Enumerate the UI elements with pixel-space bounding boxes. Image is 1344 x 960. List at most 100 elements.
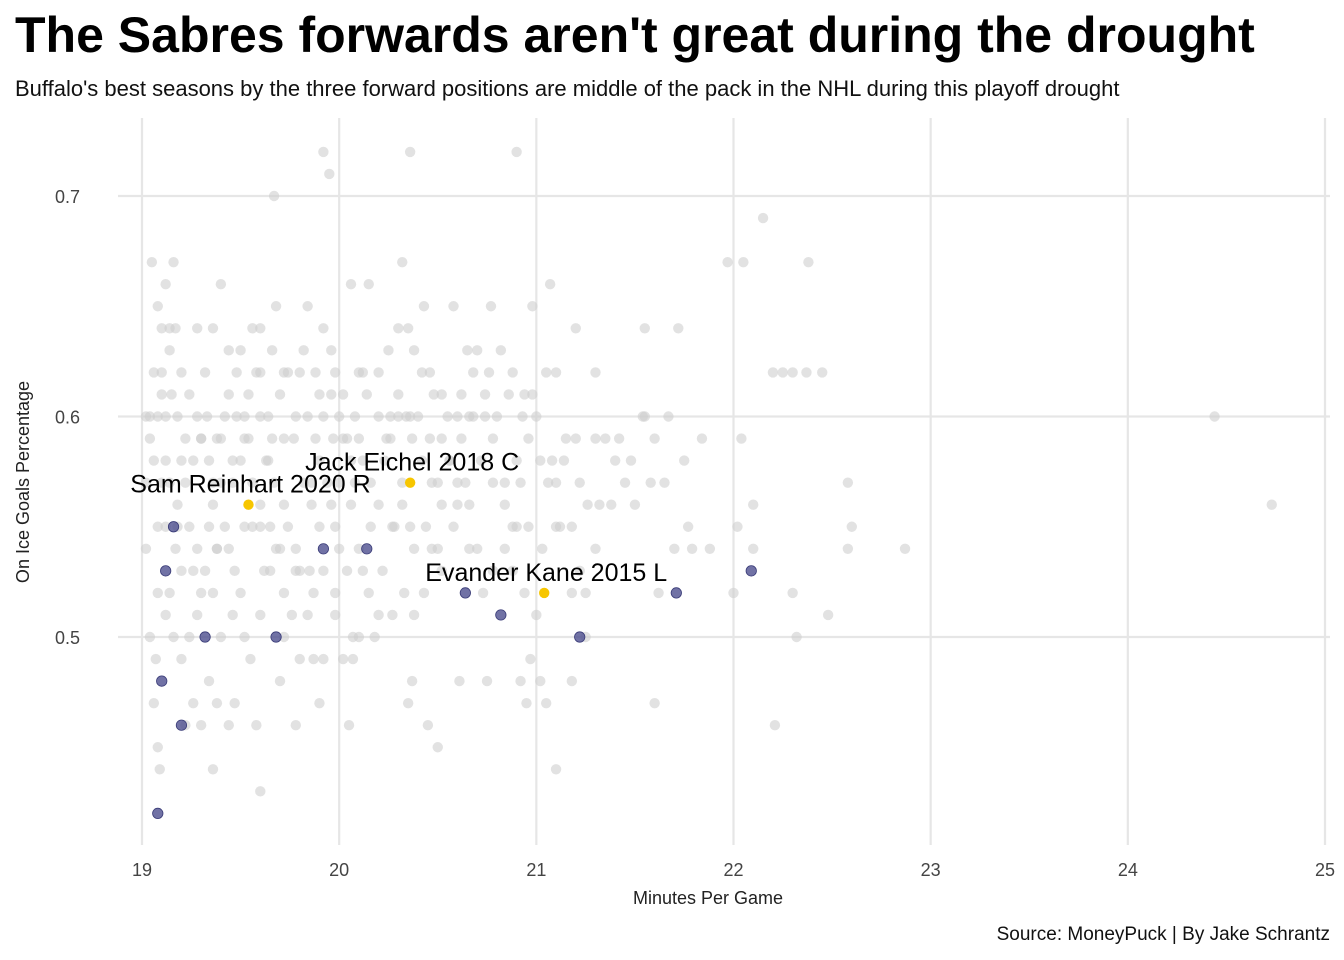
other-point <box>330 521 341 532</box>
other-point <box>686 543 698 554</box>
other-point <box>517 411 528 422</box>
other-point <box>215 279 227 290</box>
other-point <box>525 653 536 665</box>
other-point <box>270 301 282 312</box>
other-point <box>468 367 479 378</box>
other-point <box>308 653 319 665</box>
other-point <box>468 411 479 422</box>
other-point <box>199 367 211 378</box>
other-point <box>487 477 499 488</box>
other-point <box>282 367 294 378</box>
other-point <box>399 587 410 599</box>
other-point <box>649 697 660 709</box>
other-point <box>495 345 507 356</box>
other-point <box>239 433 250 444</box>
other-point <box>152 587 163 599</box>
other-point <box>748 499 759 510</box>
other-point <box>1209 411 1220 422</box>
sabres-point <box>745 565 757 577</box>
other-point <box>357 367 369 378</box>
other-point <box>383 345 394 356</box>
other-point <box>580 587 591 599</box>
source-caption: Source: MoneyPuck | By Jake Schrantz <box>996 924 1330 945</box>
other-point <box>487 433 499 444</box>
other-point <box>144 631 156 643</box>
sabres-point <box>459 587 471 599</box>
other-point <box>170 543 181 554</box>
x-tick-label: 20 <box>329 860 349 880</box>
other-point <box>353 433 365 444</box>
other-point <box>314 455 325 466</box>
other-point <box>227 609 238 621</box>
other-point <box>231 411 242 422</box>
other-point <box>570 323 581 334</box>
x-tick-label: 19 <box>132 860 152 880</box>
other-point <box>540 697 552 709</box>
tick-labels: 19 20 21 22 23 24 25 0.5 0.6 0.7 <box>55 187 1335 880</box>
other-point <box>554 521 566 532</box>
other-point <box>704 543 716 554</box>
other-point <box>176 455 187 466</box>
other-point <box>180 433 191 444</box>
other-point <box>842 477 854 488</box>
other-point <box>192 609 203 621</box>
other-point <box>487 565 499 577</box>
other-point <box>361 389 372 400</box>
sabres-point <box>175 719 188 731</box>
other-point <box>669 543 680 554</box>
other-point <box>229 697 240 709</box>
other-point <box>282 521 294 532</box>
other-point <box>448 301 459 312</box>
other-point <box>629 499 641 510</box>
other-point <box>511 146 522 158</box>
other-point <box>406 433 418 444</box>
other-point <box>659 477 670 488</box>
other-point <box>479 411 491 422</box>
x-tick-label: 21 <box>526 860 546 880</box>
other-point <box>270 543 282 554</box>
other-point <box>207 323 219 334</box>
other-point <box>168 256 179 268</box>
other-point <box>243 389 254 400</box>
other-point <box>515 675 526 687</box>
other-point <box>428 389 440 400</box>
other-point <box>471 345 483 356</box>
other-point <box>286 609 298 621</box>
other-point <box>148 697 160 709</box>
other-point <box>777 367 788 378</box>
other-point <box>192 411 203 422</box>
other-point <box>345 279 357 290</box>
other-point <box>324 168 335 180</box>
x-tick-label: 22 <box>723 860 743 880</box>
other-point <box>326 345 337 356</box>
other-point <box>822 609 834 621</box>
other-point <box>736 433 747 444</box>
other-point <box>637 411 649 422</box>
other-point <box>156 367 167 378</box>
other-point <box>164 587 175 599</box>
other-point <box>471 543 483 554</box>
other-point <box>215 433 227 444</box>
other-point <box>160 411 171 422</box>
other-point <box>544 279 556 290</box>
other-point <box>207 499 219 510</box>
other-point <box>343 720 355 731</box>
other-point <box>619 477 631 488</box>
other-point <box>373 499 384 510</box>
other-point <box>418 587 430 599</box>
other-point <box>722 256 733 268</box>
other-point <box>663 411 674 422</box>
other-point <box>406 675 418 687</box>
other-point <box>347 653 359 665</box>
other-point <box>436 433 447 444</box>
other-point <box>436 499 447 510</box>
other-point <box>550 477 562 488</box>
other-point <box>436 389 447 400</box>
other-point <box>373 367 384 378</box>
other-point <box>164 345 175 356</box>
other-point <box>156 323 167 334</box>
other-point <box>298 477 309 488</box>
other-point <box>353 631 365 643</box>
other-point <box>259 565 270 577</box>
